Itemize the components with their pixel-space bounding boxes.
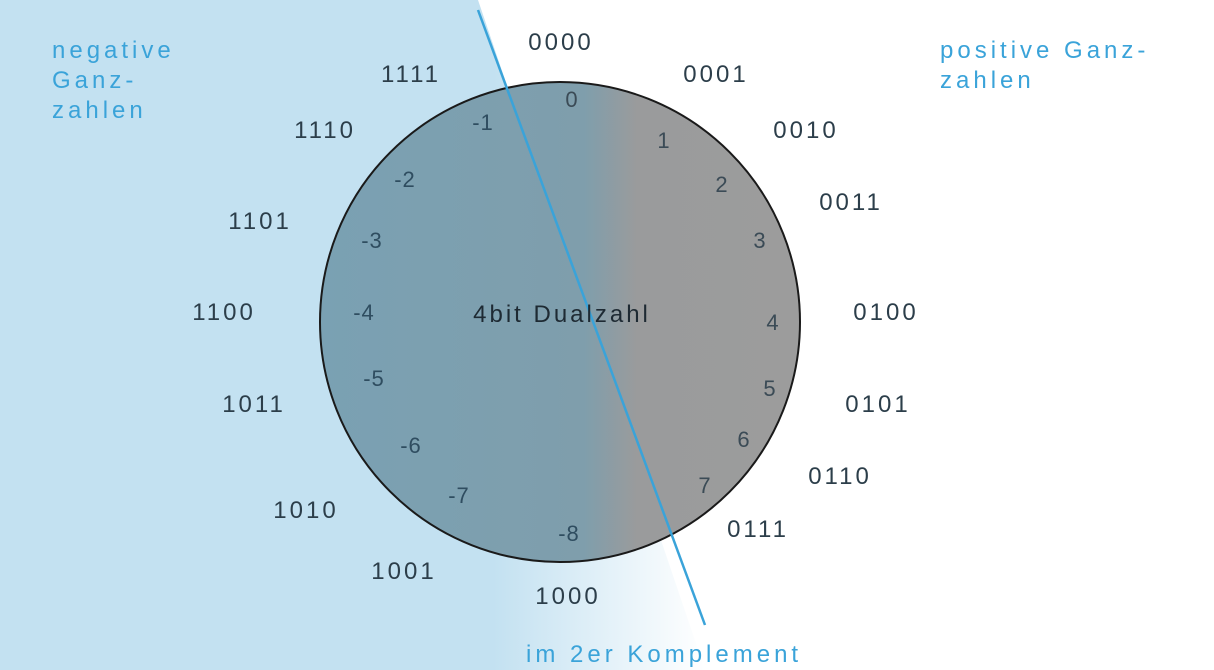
bottom-caption: im 2er Komplement: [526, 641, 803, 668]
decimal-value: -4: [353, 300, 375, 325]
binary-code: 1111: [380, 61, 442, 88]
binary-code: 1100: [192, 299, 256, 326]
decimal-value: -5: [363, 366, 385, 391]
binary-code: 0111: [727, 516, 789, 543]
decimal-value: 1: [657, 128, 671, 153]
binary-code: 0001: [683, 61, 749, 88]
binary-code: 0011: [819, 189, 883, 216]
binary-code: 1001: [371, 558, 437, 585]
decimal-value: -8: [558, 521, 580, 546]
decimal-value: 5: [763, 376, 777, 401]
decimal-value: -1: [472, 110, 494, 135]
positive-caption: positive Ganz- zahlen: [940, 36, 1149, 96]
divider-line: [476, 9, 707, 626]
binary-code: 0110: [808, 463, 872, 490]
decimal-value: -3: [361, 228, 383, 253]
binary-code: 0010: [773, 117, 839, 144]
center-label: 4bit Dualzahl: [473, 301, 651, 328]
binary-code: 1101: [228, 208, 292, 235]
negative-caption: negative Ganz- zahlen: [52, 36, 175, 126]
decimal-value: 4: [766, 310, 780, 335]
number-circle: [319, 81, 801, 563]
binary-code: 1010: [273, 497, 339, 524]
decimal-value: -7: [448, 483, 470, 508]
binary-code: 1011: [222, 391, 286, 418]
positive-caption-line-1: positive Ganz-: [940, 37, 1150, 64]
negative-caption-line-3: zahlen: [52, 97, 147, 124]
binary-code: 0101: [845, 391, 911, 418]
decimal-value: 7: [698, 473, 712, 498]
decimal-value: 6: [737, 427, 751, 452]
decimal-value: -2: [394, 167, 416, 192]
binary-code: 0100: [853, 299, 919, 326]
binary-code: 1000: [535, 583, 601, 610]
decimal-value: 0: [565, 87, 579, 112]
binary-code: 1110: [294, 117, 356, 144]
decimal-value: -6: [400, 433, 422, 458]
negative-caption-line-2: Ganz-: [52, 67, 138, 94]
binary-code: 0000: [528, 29, 594, 56]
negative-caption-line-1: negative: [52, 37, 175, 64]
decimal-value: 2: [715, 172, 729, 197]
positive-caption-line-2: zahlen: [940, 67, 1035, 94]
decimal-value: 3: [753, 228, 767, 253]
